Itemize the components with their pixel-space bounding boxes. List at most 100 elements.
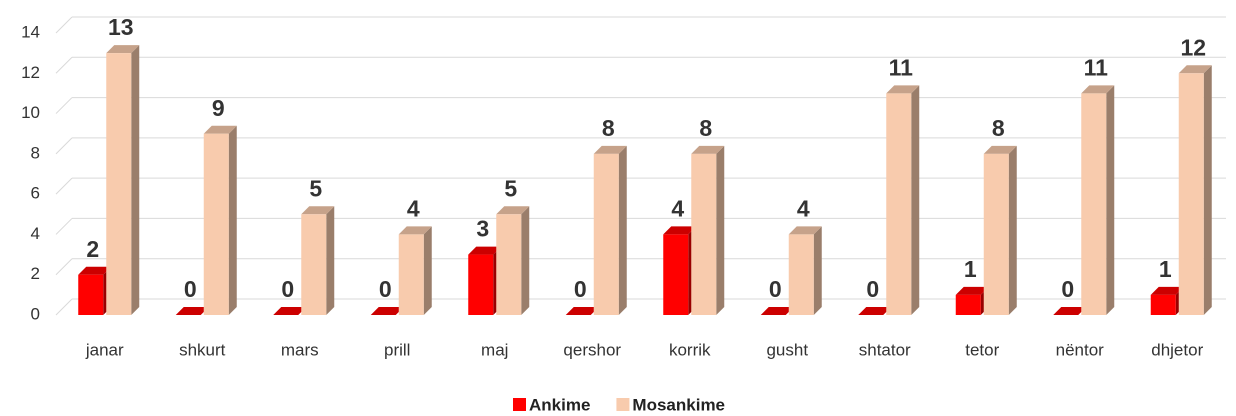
value-label: 8: [699, 115, 712, 141]
bar: [886, 93, 912, 315]
x-tick-label: nëntor: [1056, 340, 1105, 359]
bar-top: [273, 307, 307, 315]
grid-line-depth: [55, 298, 73, 316]
value-label: 9: [212, 95, 225, 121]
y-tick-label: 12: [21, 63, 40, 82]
bar: [593, 153, 619, 315]
bar-top: [593, 145, 627, 154]
bar-top: [886, 85, 920, 94]
bar: [691, 153, 717, 315]
bar-side: [521, 206, 530, 315]
bar-top: [955, 286, 989, 295]
bar-side: [131, 45, 140, 316]
bar-top: [78, 266, 112, 275]
y-tick-label: 4: [31, 224, 40, 243]
value-label: 3: [476, 216, 489, 242]
bar-side: [1106, 85, 1115, 315]
bar-top: [1081, 85, 1115, 94]
x-tick-label: dhjetor: [1151, 340, 1203, 359]
bar: [106, 53, 132, 316]
x-tick-label: shtator: [859, 340, 911, 359]
value-label: 4: [797, 196, 810, 222]
bar-side: [813, 226, 822, 315]
value-label: 0: [769, 276, 782, 302]
bar-top: [858, 307, 892, 315]
bar-top: [203, 125, 237, 134]
value-label: 12: [1180, 34, 1206, 60]
x-tick-label: gusht: [766, 340, 808, 359]
y-tick-label: 14: [21, 22, 40, 41]
bar-top: [565, 307, 599, 315]
y-tick-label: 2: [31, 264, 40, 283]
y-tick-label: 0: [31, 304, 40, 323]
value-label: 2: [86, 236, 99, 262]
bar: [983, 153, 1009, 315]
bar: [955, 294, 981, 315]
bar-side: [326, 206, 335, 315]
value-label: 0: [184, 276, 197, 302]
bar-top: [983, 145, 1017, 154]
grid-line-depth: [55, 16, 73, 34]
grid-line-depth: [55, 258, 73, 276]
bar-top: [106, 45, 140, 54]
bar-side: [618, 145, 627, 315]
value-label: 8: [992, 115, 1005, 141]
bar-top: [175, 307, 209, 315]
x-tick-label: korrik: [669, 340, 711, 359]
grid-line-depth: [55, 218, 73, 235]
bar-side: [423, 226, 432, 315]
value-label: 13: [108, 14, 134, 40]
value-label: 1: [964, 256, 977, 282]
bar-side: [1008, 145, 1017, 315]
y-tick-label: 8: [31, 143, 40, 162]
x-tick-label: qershor: [563, 340, 621, 359]
x-tick-label: janar: [85, 340, 124, 359]
bar: [1081, 93, 1107, 315]
bar-top: [788, 226, 822, 235]
bar-top: [496, 206, 530, 215]
legend-swatch: [616, 398, 630, 411]
value-label: 1: [1159, 256, 1172, 282]
bar: [496, 214, 522, 315]
x-tick-label: prill: [384, 340, 410, 359]
y-tick-label: 6: [31, 184, 40, 203]
grid-line-depth: [55, 56, 73, 74]
legend-label: Ankime: [529, 395, 590, 414]
bar-top: [370, 307, 404, 315]
grid-line-depth: [55, 97, 73, 114]
grid-line-depth: [55, 137, 73, 155]
bar: [1150, 294, 1176, 315]
value-label: 11: [1084, 55, 1109, 81]
bar: [301, 214, 327, 315]
bar: [398, 234, 424, 315]
bar: [788, 234, 814, 315]
x-tick-label: mars: [281, 340, 319, 359]
legend-swatch: [513, 398, 526, 411]
bar-top: [760, 307, 794, 315]
bar: [78, 274, 104, 315]
value-label: 0: [574, 276, 587, 302]
value-label: 0: [281, 276, 294, 302]
bar-side: [228, 125, 237, 315]
bar: [1178, 73, 1204, 316]
bar-top: [468, 246, 502, 255]
value-label: 4: [671, 196, 684, 222]
y-tick-label: 10: [21, 103, 40, 122]
bar-top: [691, 145, 725, 154]
grid-line-depth: [55, 177, 73, 195]
value-label: 5: [309, 175, 322, 201]
value-label: 11: [889, 55, 914, 81]
bar-side: [1203, 65, 1212, 316]
value-label: 0: [866, 276, 879, 302]
x-tick-label: tetor: [965, 340, 999, 359]
bar: [663, 234, 689, 315]
bar-top: [663, 226, 697, 235]
value-label: 0: [1061, 276, 1074, 302]
bar-top: [301, 206, 335, 215]
bar: [468, 254, 494, 315]
bar-top: [1053, 307, 1087, 315]
bar-top: [1150, 286, 1184, 295]
value-label: 8: [602, 115, 615, 141]
bar-top: [398, 226, 432, 235]
